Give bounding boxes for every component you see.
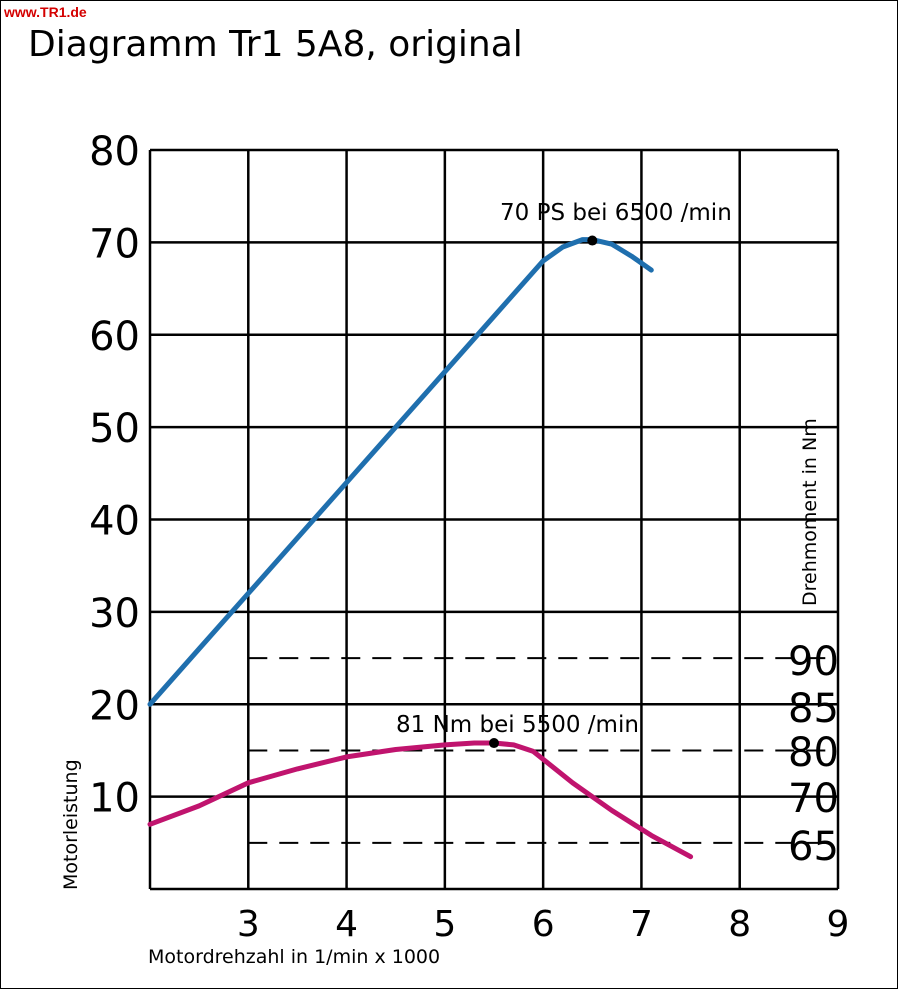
torque-curve	[147, 740, 694, 860]
y-tick-label: 60	[89, 314, 140, 360]
x-axis-label: Motordrehzahl in 1/min x 1000	[148, 946, 440, 968]
peak-marker	[489, 738, 499, 749]
peak-marker	[587, 235, 598, 246]
x-tick-label: 7	[630, 904, 653, 945]
marker-group: 70 PS bei 6500 /min 81 Nm bei 5500 /min	[396, 200, 732, 749]
y2-tick-label: 70	[788, 776, 839, 822]
x-tick-label: 6	[532, 904, 555, 945]
y2-tick-label: 65	[788, 824, 839, 870]
y-tick-label: 50	[89, 406, 140, 452]
x-tick-label: 9	[827, 904, 850, 945]
y-tick-label: 10	[89, 776, 140, 822]
y2-tick-label: 80	[788, 730, 839, 776]
x-tick-label: 8	[728, 904, 751, 945]
y-axis-label: Motorleistung	[60, 759, 82, 890]
x-tick-label: 5	[433, 904, 456, 945]
site-badge: www.TR1.de	[4, 4, 87, 20]
power-curve	[147, 237, 654, 707]
peak-annotation: 81 Nm bei 5500 /min	[396, 712, 639, 738]
y-tick-label: 70	[89, 221, 140, 267]
y-tick-label: 40	[89, 499, 140, 545]
y2-tick-label: 85	[788, 686, 839, 732]
y-tick-label: 20	[89, 683, 140, 729]
y-tick-label: 80	[89, 129, 140, 175]
chart-title: Diagramm Tr1 5A8, original	[28, 24, 523, 65]
y-tick-label: 30	[89, 591, 140, 637]
x-tick-label: 3	[237, 904, 260, 945]
dashed-reference-lines	[248, 657, 838, 844]
y2-tick-label: 90	[788, 639, 839, 685]
x-tick-label: 4	[335, 904, 358, 945]
grid	[148, 148, 840, 891]
series-group	[147, 237, 694, 860]
y2-axis-label: Drehmoment in Nm	[799, 418, 821, 606]
peak-annotation: 70 PS bei 6500 /min	[500, 200, 732, 226]
